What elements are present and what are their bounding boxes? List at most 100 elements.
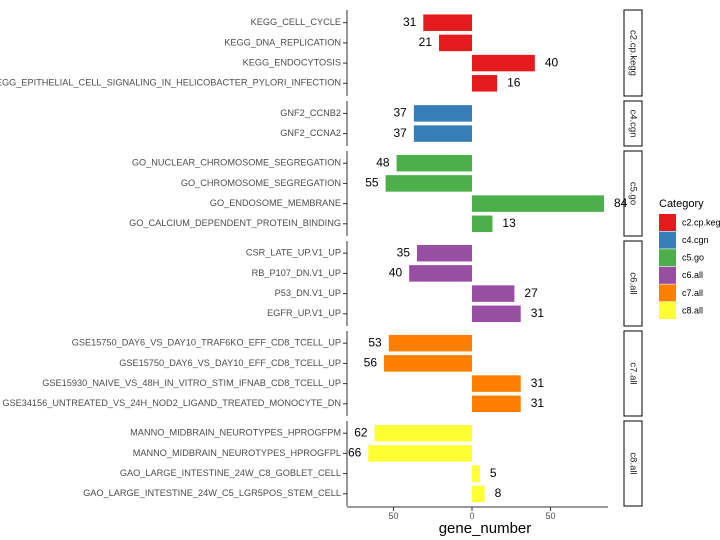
category-label: GAO_LARGE_INTESTINE_24W_C5_LGR5POS_STEM_… (83, 488, 341, 498)
legend-swatch (659, 231, 676, 249)
facet-strip-box (623, 420, 643, 507)
bar (472, 285, 515, 302)
category-label: RB_P107_DN.V1_UP (252, 268, 341, 278)
value-label: 62 (354, 425, 368, 439)
facet-strip: c5.go (623, 150, 643, 237)
bar (472, 75, 498, 92)
value-label: 48 (376, 155, 390, 169)
bar (374, 424, 472, 442)
bar (472, 305, 521, 323)
bar (368, 445, 472, 462)
facet-strip-box (623, 100, 643, 147)
category-label: GSE15750_DAY6_VS_DAY10_EFF_CD8_TCELL_UP (119, 358, 341, 368)
value-label: 31 (531, 306, 545, 320)
facet-strip-label: c4.cgn (627, 110, 638, 138)
value-label: 5 (490, 466, 497, 480)
legend-item-label: c2.cp.keg (682, 217, 720, 227)
bar (384, 355, 472, 372)
legend-swatch (659, 284, 676, 302)
legend-swatch (659, 249, 676, 267)
legend-title: Category (659, 198, 704, 210)
bar (423, 14, 472, 31)
bar (396, 154, 472, 172)
panel-5: c8.all MANNO_MIDBRAIN_NEUROTYPES_HPROGFPM… (83, 420, 643, 507)
x-tick-label: 50 (546, 511, 556, 521)
legend-item-label: c7.all (682, 288, 703, 298)
bar (385, 175, 472, 192)
panel-0: c2.cp.kegg KEGG_CELL_CYCLE 31 KEGG_DNA_REPL… (0, 9, 643, 97)
legend-item-label: c5.go (682, 253, 704, 263)
facet-panels: c2.cp.kegg KEGG_CELL_CYCLE 31 KEGG_DNA_REPL… (0, 9, 643, 507)
legend-item-label: c6.all (682, 270, 703, 280)
facet-strip-label: c5.go (627, 182, 638, 205)
category-label: MANNO_MIDBRAIN_NEUROTYPES_HPROGFPL (133, 448, 341, 458)
category-label: GSE15750_DAY6_VS_DAY10_TRAF6KO_EFF_CD8_T… (72, 338, 341, 348)
panel-4: c7.all GSE15750_DAY6_VS_DAY10_TRAF6KO_EFF… (2, 330, 643, 417)
x-axis: 50 0 50 (347, 506, 608, 521)
category-label: GSE34156_UNTREATED_VS_24H_NOD2_LIGAND_TR… (2, 398, 341, 408)
legend-item-label: c4.cgn (682, 235, 709, 245)
value-label: 53 (368, 335, 382, 349)
value-label: 55 (365, 176, 379, 190)
value-label: 66 (348, 446, 362, 460)
category-label: KEGG_CELL_CYCLE (251, 17, 341, 27)
bar (409, 265, 472, 282)
legend: Category c2.cp.keg c4.cgn c5.go c6.all c7.al… (659, 198, 720, 319)
facet-strip-label: c6.all (627, 272, 638, 294)
category-label: P53_DN.V1_UP (275, 288, 341, 298)
facet-strip: c6.all (623, 240, 643, 327)
category-label: MANNO_MIDBRAIN_NEUROTYPES_HPROGFPM (130, 428, 341, 438)
value-label: 35 (397, 245, 411, 259)
category-label: GSE15930_NAIVE_VS_48H_IN_VITRO_STIM_IFNA… (42, 378, 341, 388)
value-label: 21 (419, 35, 433, 49)
facet-strip-label: c7.all (627, 362, 638, 384)
x-axis-title: gene_number (439, 520, 532, 537)
panel-1: c4.cgn GNF2_CCNB2 37 GNF2_CCNA2 37 (280, 100, 643, 147)
bar (472, 54, 535, 72)
facet-strip: c7.all (623, 330, 643, 417)
bar (472, 375, 521, 392)
value-label: 37 (394, 126, 408, 140)
value-label: 37 (394, 106, 408, 120)
bar (413, 125, 472, 142)
bar (417, 244, 472, 262)
bar (472, 465, 480, 482)
category-label: GO_NUCLEAR_CHROMOSOME_SEGREGATION (132, 158, 341, 168)
legend-swatch (659, 214, 676, 231)
category-label: GO_ENDOSOME_MEMBRANE (210, 198, 341, 208)
value-label: 16 (507, 75, 521, 89)
value-label: 13 (502, 216, 516, 230)
value-label: 40 (389, 266, 403, 280)
bar (472, 395, 521, 413)
facet-strip-label: c8.all (627, 452, 638, 474)
facet-strip: c2.cp.kegg (623, 9, 643, 97)
facet-strip: c4.cgn (623, 100, 643, 147)
legend-swatch (659, 266, 676, 284)
facet-strip-box (623, 150, 643, 237)
category-label: GNF2_CCNA2 (280, 128, 341, 138)
category-label: GO_CALCIUM_DEPENDENT_PROTEIN_BINDING (129, 218, 341, 228)
bar (472, 195, 604, 212)
facet-strip-box (623, 330, 643, 417)
category-label: KEGG_DNA_REPLICATION (224, 37, 341, 47)
value-label: 31 (531, 376, 545, 390)
value-label: 56 (364, 356, 378, 370)
category-label: CSR_LATE_UP.V1_UP (246, 248, 341, 258)
category-label: KEGG_EPITHELIAL_CELL_SIGNALING_IN_HELICO… (0, 78, 341, 88)
bar (472, 485, 485, 503)
panel-3: c6.all CSR_LATE_UP.V1_UP 35 RB_P107_DN.V1_U… (246, 240, 643, 327)
bar (388, 334, 472, 352)
category-label: GO_CHROMOSOME_SEGREGATION (181, 178, 341, 188)
bar (439, 34, 472, 52)
facet-strip-box (623, 240, 643, 327)
value-label: 40 (545, 55, 559, 69)
value-label: 84 (614, 196, 628, 210)
facet-strip-label: c2.cp.kegg (627, 30, 638, 76)
facet-strip-box (623, 9, 643, 97)
legend-item-label: c8.all (682, 305, 703, 315)
category-label: GAO_LARGE_INTESTINE_24W_C8_GOBLET_CELL (120, 468, 341, 478)
category-label: EGFR_UP.V1_UP (267, 308, 341, 318)
x-tick-label: 0 (469, 511, 474, 521)
bar (472, 215, 493, 233)
